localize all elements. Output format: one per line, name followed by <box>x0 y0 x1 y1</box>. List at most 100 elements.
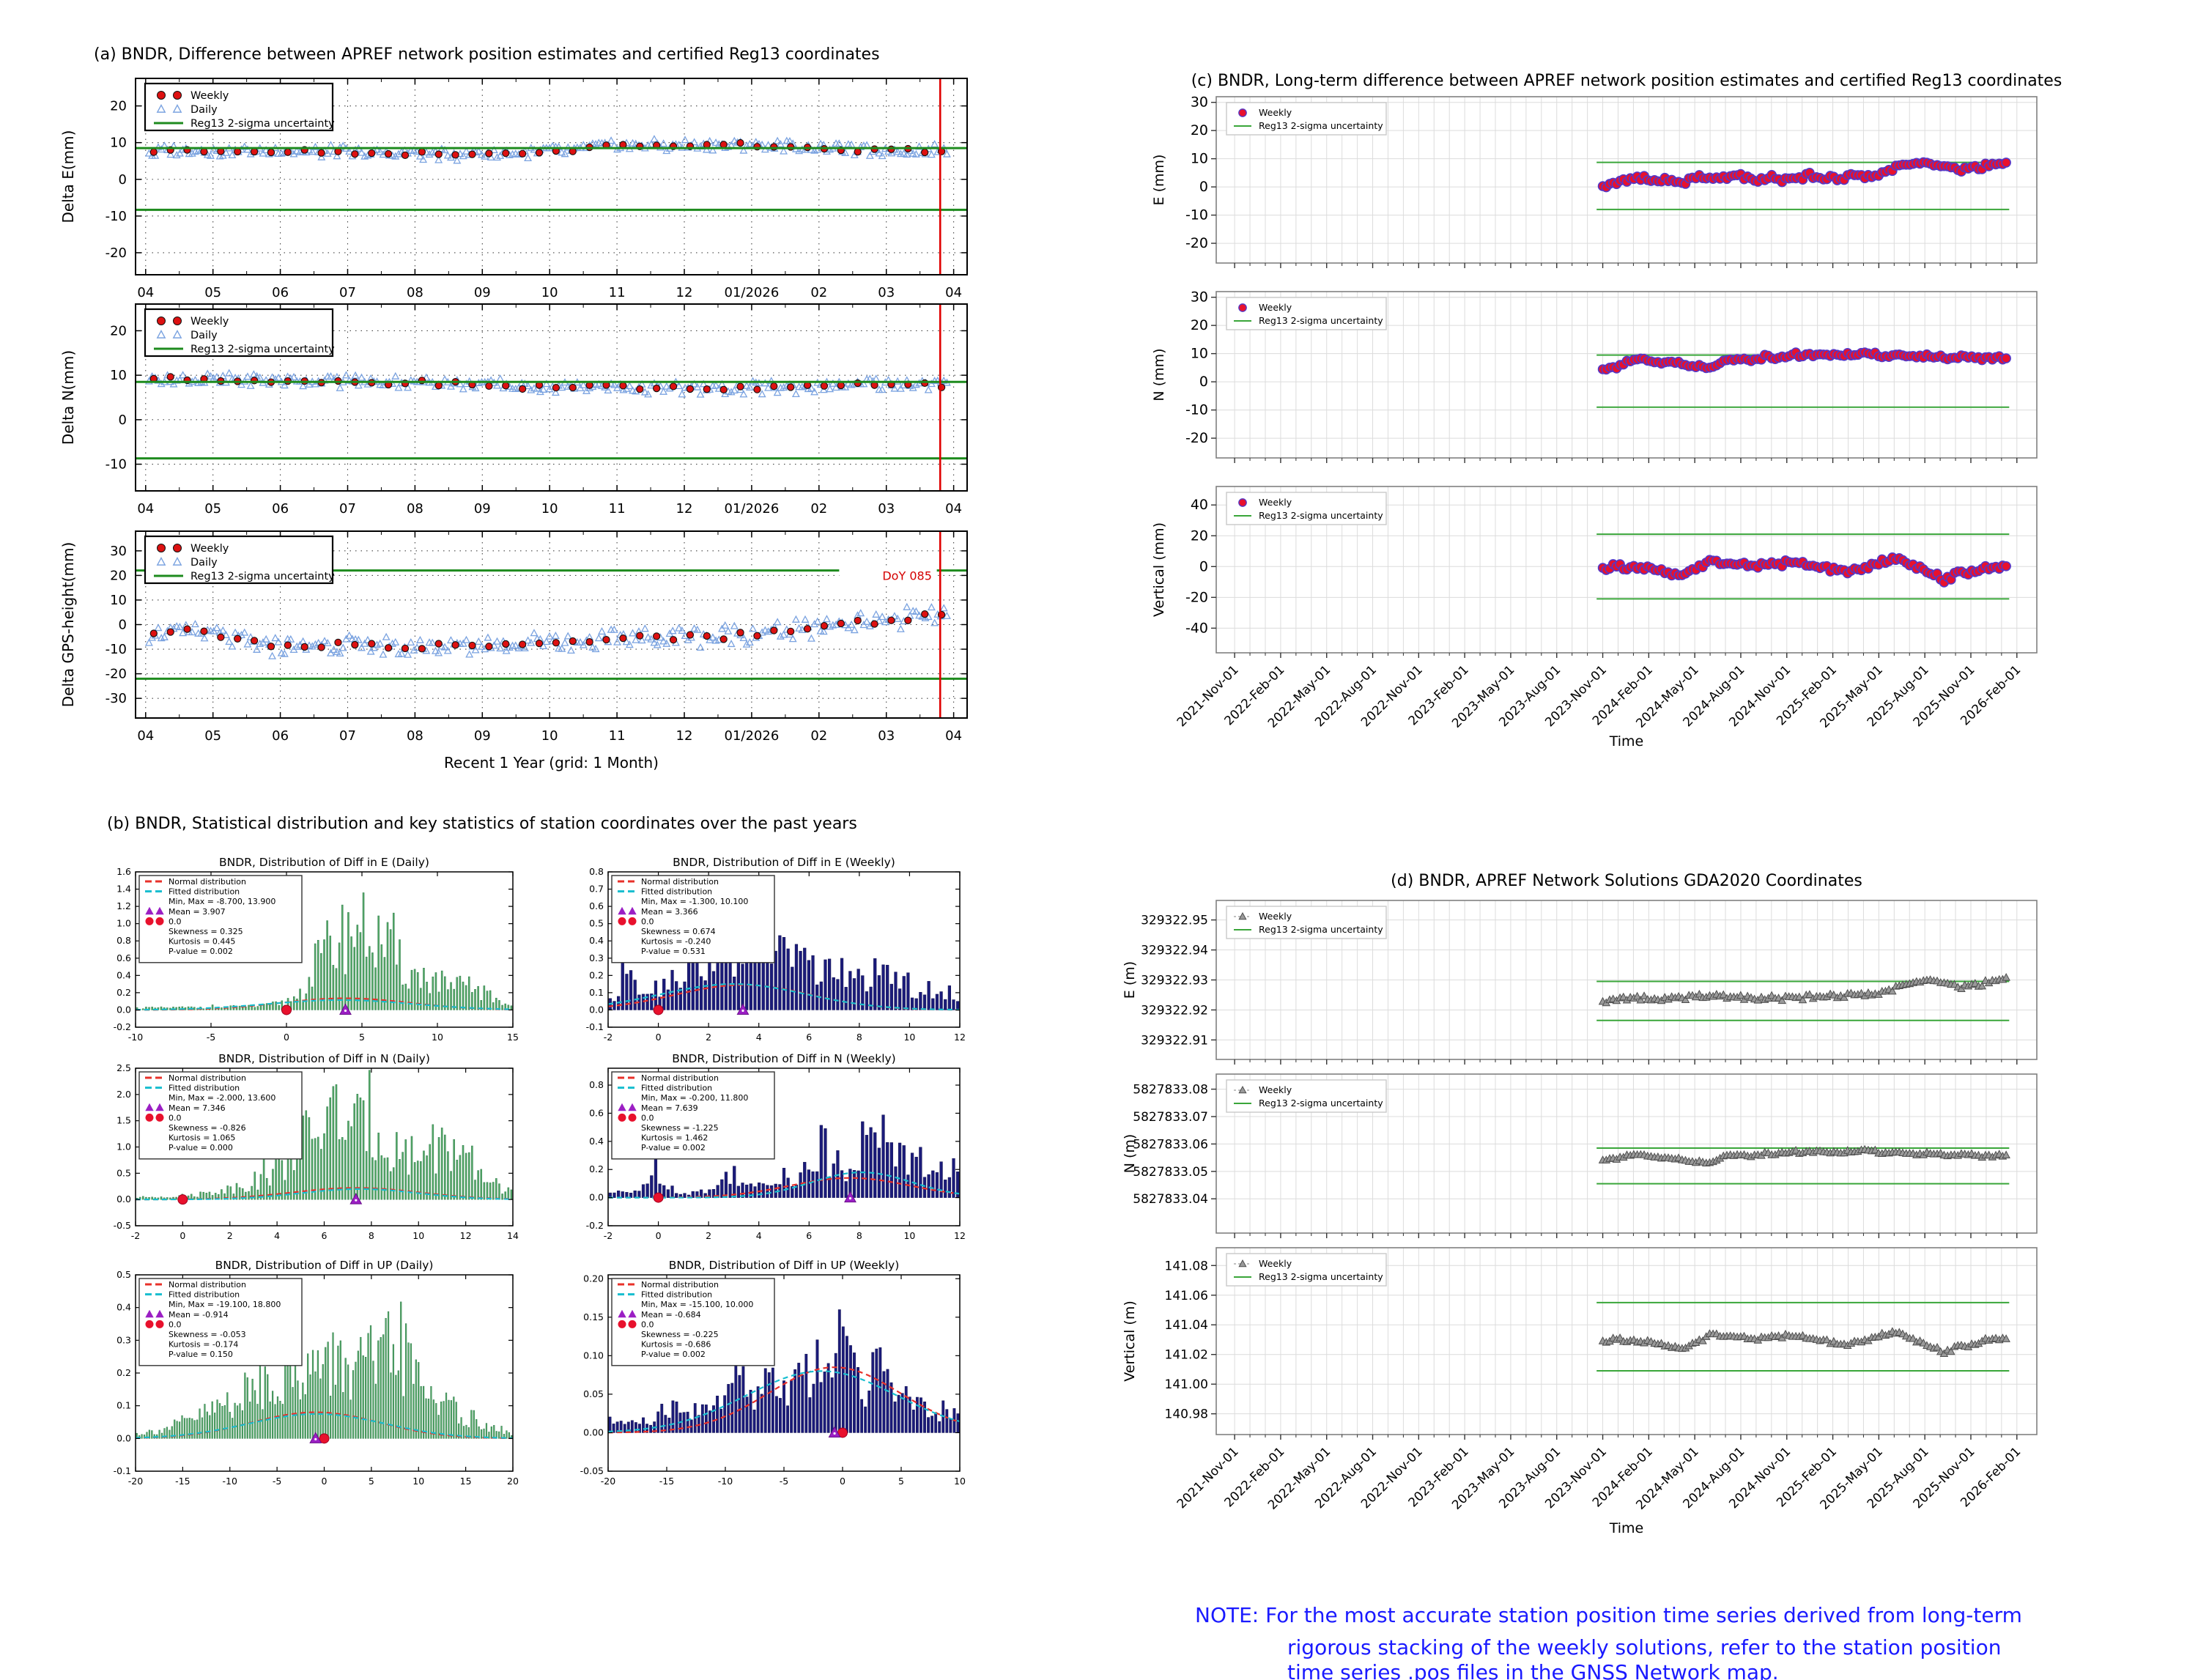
axis-labels: -20 -15 -10 -5 0 5 10 0.20 0.15 0.10 0.05 0.00 -0.05 <box>580 1273 966 1487</box>
svg-text:Vertical (mm): Vertical (mm) <box>1151 522 1167 617</box>
svg-text:0: 0 <box>840 1476 845 1487</box>
svg-text:04: 04 <box>945 728 962 744</box>
svg-text:Min, Max = -2.000, 13.600: Min, Max = -2.000, 13.600 <box>169 1093 275 1103</box>
grid <box>136 78 967 275</box>
distribution-markers <box>281 1003 352 1015</box>
svg-text:1.0: 1.0 <box>116 918 131 929</box>
panel-a: 04 05 06 07 08 09 10 11 12 01/2026 02 03 04 20 10 0 -10 -… <box>59 78 968 771</box>
svg-text:1.0: 1.0 <box>116 1141 131 1152</box>
ticks <box>1211 919 2018 1065</box>
svg-text:20: 20 <box>110 568 127 583</box>
legend: Weekly Daily Reg13 2-sigma uncertainty <box>144 308 335 358</box>
svg-text:329322.91: 329322.91 <box>1141 1033 1208 1048</box>
svg-text:0.0: 0.0 <box>169 1113 182 1122</box>
svg-text:Vertical (m): Vertical (m) <box>1122 1300 1138 1382</box>
svg-text:2: 2 <box>227 1230 233 1241</box>
svg-text:0.0: 0.0 <box>169 1320 182 1329</box>
svg-text:30: 30 <box>1191 95 1208 111</box>
bars <box>136 1301 513 1439</box>
svg-text:Fitted distribution: Fitted distribution <box>169 887 240 897</box>
svg-text:-10: -10 <box>718 1476 733 1487</box>
weekly-series <box>1598 1144 2010 1166</box>
svg-text:-0.1: -0.1 <box>114 1465 131 1476</box>
svg-text:0: 0 <box>656 1230 662 1241</box>
svg-text:-15: -15 <box>659 1476 674 1487</box>
svg-text:12: 12 <box>676 285 693 300</box>
daily-series <box>144 135 951 164</box>
svg-text:0.0: 0.0 <box>589 1004 604 1015</box>
svg-text:Weekly: Weekly <box>1259 497 1292 508</box>
svg-text:8: 8 <box>856 1230 862 1241</box>
svg-text:0.1: 0.1 <box>116 1400 131 1411</box>
svg-text:10: 10 <box>110 136 127 151</box>
svg-text:0.4: 0.4 <box>116 1302 131 1313</box>
ticks <box>136 531 967 718</box>
weekly-series <box>1598 1327 2010 1358</box>
ticks <box>1211 296 2018 463</box>
svg-text:06: 06 <box>272 501 289 517</box>
svg-text:Kurtosis = 1.065: Kurtosis = 1.065 <box>169 1133 235 1143</box>
ticks <box>1211 1265 2018 1440</box>
svg-text:P-value = 0.002: P-value = 0.002 <box>641 1143 706 1152</box>
svg-text:Kurtosis = 1.462: Kurtosis = 1.462 <box>641 1133 708 1143</box>
svg-text:20: 20 <box>507 1476 519 1487</box>
svg-text:0.3: 0.3 <box>589 952 604 963</box>
svg-text:01/2026: 01/2026 <box>725 728 780 744</box>
svg-text:03: 03 <box>878 728 895 744</box>
svg-text:-20: -20 <box>106 245 127 261</box>
svg-text:-30: -30 <box>106 691 127 706</box>
svg-text:0.0: 0.0 <box>641 1113 654 1122</box>
svg-text:0: 0 <box>119 172 127 188</box>
svg-text:Fitted distribution: Fitted distribution <box>641 1290 712 1300</box>
svg-text:20: 20 <box>1191 317 1208 333</box>
svg-text:06: 06 <box>272 728 289 744</box>
svg-text:Normal distribution: Normal distribution <box>169 1280 246 1289</box>
svg-text:140.98: 140.98 <box>1165 1407 1208 1422</box>
svg-text:Mean = -0.684: Mean = -0.684 <box>641 1310 701 1320</box>
grid <box>136 304 967 491</box>
svg-text:Time: Time <box>1609 1520 1644 1536</box>
svg-text:0: 0 <box>1199 558 1208 574</box>
svg-text:P-value = 0.002: P-value = 0.002 <box>169 947 233 956</box>
uncertainty-lines <box>1596 1301 2010 1372</box>
svg-text:329322.92: 329322.92 <box>1141 1003 1208 1018</box>
svg-text:0.2: 0.2 <box>589 969 604 980</box>
svg-text:-2: -2 <box>604 1230 613 1241</box>
svg-text:0.00: 0.00 <box>583 1426 604 1437</box>
svg-text:Mean = 7.346: Mean = 7.346 <box>169 1103 226 1113</box>
svg-text:07: 07 <box>339 501 356 517</box>
distribution-markers <box>309 1432 330 1444</box>
panel-c-subplot-0: 30 20 10 0 -10 -20 E (mm) Weekly Reg13 2-sigma u… <box>1151 95 2038 268</box>
svg-text:141.08: 141.08 <box>1165 1259 1208 1273</box>
svg-text:0.4: 0.4 <box>116 969 131 980</box>
uncertainty-lines <box>136 380 967 460</box>
svg-text:20: 20 <box>1191 122 1208 138</box>
svg-text:Fitted distribution: Fitted distribution <box>169 1290 240 1300</box>
svg-text:0.8: 0.8 <box>589 866 604 877</box>
svg-text:Reg13 2-sigma uncertainty: Reg13 2-sigma uncertainty <box>190 118 335 130</box>
svg-text:E (m): E (m) <box>1122 961 1138 999</box>
svg-text:-5: -5 <box>273 1476 281 1487</box>
svg-text:20: 20 <box>1191 528 1208 544</box>
svg-text:0.2: 0.2 <box>116 1367 131 1378</box>
svg-text:Fitted distribution: Fitted distribution <box>169 1084 240 1093</box>
svg-text:Min, Max = -15.100, 10.000: Min, Max = -15.100, 10.000 <box>641 1300 753 1309</box>
svg-text:141.00: 141.00 <box>1165 1377 1208 1392</box>
svg-text:14: 14 <box>507 1230 519 1241</box>
svg-text:Reg13 2-sigma uncertainty: Reg13 2-sigma uncertainty <box>1259 315 1383 326</box>
svg-text:0.2: 0.2 <box>116 987 131 998</box>
svg-text:0: 0 <box>1199 374 1208 390</box>
panel-d-subplot-2: 141.08 141.06 141.04 141.02 141.00 140.98 Vert… <box>1122 1247 2038 1536</box>
svg-text:-0.5: -0.5 <box>114 1220 131 1231</box>
distribution-markers <box>653 1003 750 1015</box>
svg-text:10: 10 <box>954 1476 966 1487</box>
svg-text:2.5: 2.5 <box>116 1062 131 1073</box>
note-line-2: rigorous stacking of the weekly solution… <box>1287 1635 2002 1659</box>
svg-text:Normal distribution: Normal distribution <box>641 1280 719 1289</box>
svg-text:04: 04 <box>945 285 962 300</box>
svg-text:Daily: Daily <box>190 330 218 341</box>
svg-text:Weekly: Weekly <box>1259 107 1292 118</box>
svg-text:10: 10 <box>412 1230 424 1241</box>
